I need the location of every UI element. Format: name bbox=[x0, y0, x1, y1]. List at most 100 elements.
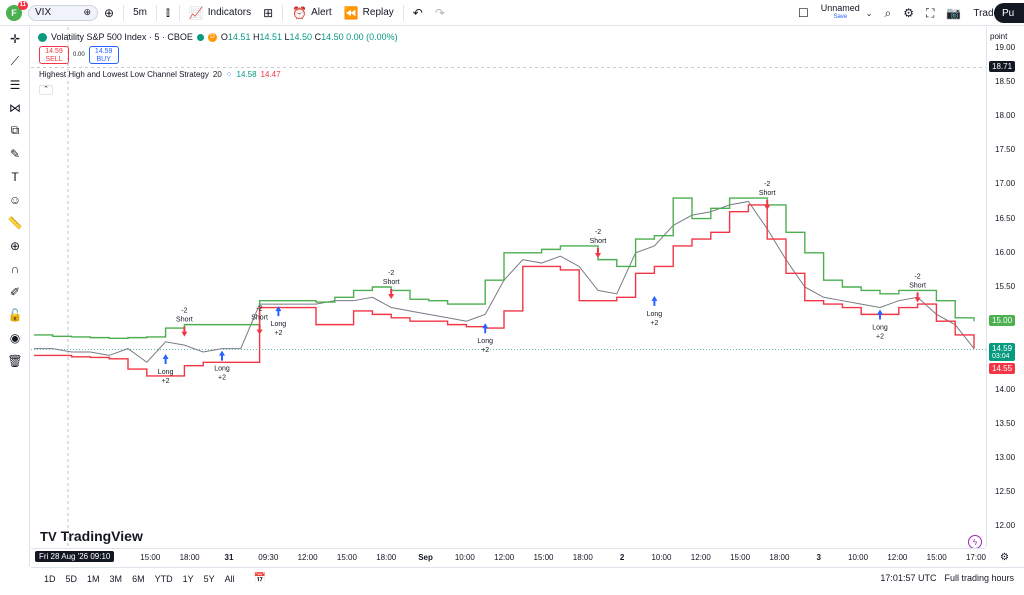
layout-name[interactable]: Unnamed Save ⌄ bbox=[815, 0, 879, 26]
compare-icon[interactable]: ⊕ bbox=[83, 7, 91, 17]
time-tick-label: 18:00 bbox=[376, 553, 397, 562]
remove-tool[interactable]: 🗑 bbox=[0, 349, 30, 372]
short-signal-label: Short bbox=[590, 238, 607, 245]
status-dot-icon bbox=[196, 33, 204, 41]
visibility-tool[interactable]: ◉ bbox=[0, 326, 30, 349]
buy-button[interactable]: 14.59 BUY bbox=[88, 46, 119, 64]
replay-button[interactable]: ⏪ Replay bbox=[338, 0, 400, 26]
long-signal-qty: +2 bbox=[162, 378, 170, 385]
range-button-ytd[interactable]: YTD bbox=[154, 573, 173, 584]
long-arrow-icon bbox=[219, 350, 225, 361]
layout-select-button[interactable]: ☐ bbox=[792, 0, 815, 26]
lock-tool[interactable]: 🔓 bbox=[0, 303, 30, 326]
chart-legend: Volatility S&P 500 Index · 5 · CBOE D O1… bbox=[38, 30, 398, 44]
time-tick-label: 15:00 bbox=[533, 553, 554, 562]
time-tick-label: 18:00 bbox=[179, 553, 200, 562]
clock[interactable]: 17:01:57 UTC bbox=[880, 573, 937, 583]
magnet-tool[interactable]: ∩ bbox=[0, 257, 30, 280]
time-axis[interactable]: 015:0018:003109:3012:0015:0018:00Sep10:0… bbox=[31, 548, 986, 566]
range-button-1m[interactable]: 1M bbox=[87, 573, 100, 584]
time-tick-label: 31 bbox=[224, 553, 234, 562]
crosshair-tool[interactable]: ✛ bbox=[0, 27, 30, 50]
long-arrow-icon bbox=[877, 309, 883, 320]
drawing-toolbar: ✛ ⟋ ☰ ⋈ ⧉ ✎ T ☺ 📏 ⊕ ∩ ✐ 🔓 ◉ 🗑 bbox=[0, 27, 30, 567]
trendline-tool[interactable]: ⟋ bbox=[0, 50, 30, 73]
range-button-1d[interactable]: 1D bbox=[44, 573, 56, 584]
quick-search-button[interactable]: ⌕ bbox=[879, 0, 898, 26]
settings-button[interactable]: ⚙ bbox=[897, 0, 920, 26]
lightning-icon[interactable]: ϟ bbox=[968, 535, 982, 549]
interval-button[interactable]: 5m bbox=[133, 7, 147, 18]
long-signal-qty: +2 bbox=[274, 330, 282, 337]
long-signal-label: Long bbox=[477, 338, 493, 345]
emoji-tool[interactable]: ☺ bbox=[0, 188, 30, 211]
pattern-tool[interactable]: ⋈ bbox=[0, 96, 30, 119]
indicators-button[interactable]: 📈 Indicators bbox=[183, 0, 257, 26]
templates-button[interactable]: ⊞ bbox=[257, 0, 279, 26]
redo-button[interactable]: ↷ bbox=[429, 0, 451, 26]
text-icon: T bbox=[11, 169, 19, 184]
divider bbox=[123, 4, 125, 21]
ruler-tool[interactable]: 📏 bbox=[0, 211, 30, 234]
symbol-search[interactable]: VIX ⊕ bbox=[28, 4, 98, 21]
price-axis[interactable]: 19.00 18.50 18.00 17.50 17.00 16.50 16.00 15.50… bbox=[986, 27, 1024, 547]
range-button-1y[interactable]: 1Y bbox=[182, 573, 194, 584]
crosshair-date-label: Fri 28 Aug '26 09:10 bbox=[35, 551, 115, 562]
trade-buttons: 14.59 SELL 0.00 14.59 BUY bbox=[39, 46, 119, 64]
time-tick-label: 10:00 bbox=[848, 553, 869, 562]
short-arrow-icon bbox=[181, 326, 188, 337]
eye-icon: ◉ bbox=[9, 330, 21, 345]
fib-tool[interactable]: ☰ bbox=[0, 73, 30, 96]
right-tools: ☐ Unnamed Save ⌄ ⌕ ⚙ ⛶ 📷 Trade bbox=[792, 0, 1005, 26]
short-signal-qty: -2 bbox=[388, 270, 394, 277]
date-range-icon[interactable]: 📅 bbox=[253, 573, 267, 584]
collapse-legend-button[interactable]: ⌃ bbox=[39, 85, 53, 95]
symbol-title[interactable]: Volatility S&P 500 Index · 5 · CBOE bbox=[51, 32, 193, 42]
brush-tool[interactable]: ✎ bbox=[0, 142, 30, 165]
snapshot-button[interactable]: 📷 bbox=[940, 0, 967, 26]
axis-mode-label[interactable]: point bbox=[990, 32, 1008, 41]
add-symbol-button[interactable]: ⊕ bbox=[98, 0, 120, 26]
range-button-3m[interactable]: 3M bbox=[109, 573, 123, 584]
zoom-tool[interactable]: ⊕ bbox=[0, 234, 30, 257]
short-arrow-icon bbox=[764, 200, 771, 211]
lower-channel-price-label: 14.55 bbox=[989, 363, 1016, 375]
undo-button[interactable]: ↶ bbox=[407, 0, 429, 26]
time-tick-label: 15:00 bbox=[336, 553, 357, 562]
price-chart[interactable]: Long+2-2ShortLong+2-2ShortLong+2-2ShortL… bbox=[31, 27, 986, 547]
long-signal-label: Long bbox=[158, 369, 174, 376]
fullscreen-button[interactable]: ⛶ bbox=[920, 0, 940, 26]
alert-button[interactable]: ⏰ Alert bbox=[286, 0, 338, 26]
range-button-5d[interactable]: 5D bbox=[65, 573, 78, 584]
lock-icon: 🔓 bbox=[7, 307, 23, 322]
notification-badge: 11 bbox=[17, 0, 28, 10]
strategy-loading-icon: ⁘ bbox=[225, 70, 233, 79]
buy-label: BUY bbox=[96, 56, 111, 63]
user-avatar[interactable]: F 11 bbox=[6, 0, 28, 21]
short-signal-label: Short bbox=[176, 317, 193, 324]
axis-settings-icon[interactable]: ⚙ bbox=[1000, 552, 1009, 563]
publish-button[interactable]: Pu bbox=[994, 3, 1024, 23]
horizontal-lines-icon: ☰ bbox=[9, 77, 21, 92]
text-tool[interactable]: T bbox=[0, 165, 30, 188]
price-tick-label: 19.00 bbox=[995, 42, 1016, 52]
trade-button[interactable]: Trade bbox=[973, 7, 1000, 19]
short-signal-label: Short bbox=[251, 315, 268, 322]
chart-type-button[interactable]: ⫾ bbox=[160, 0, 176, 26]
last-price-label: 14.59 03:04 bbox=[989, 343, 1016, 362]
range-button-5y[interactable]: 5Y bbox=[203, 573, 215, 584]
strategy-legend[interactable]: Highest High and Lowest Low Channel Stra… bbox=[39, 70, 281, 79]
grid-icon: ⊞ bbox=[263, 5, 274, 20]
avatar-letter: F bbox=[11, 7, 17, 18]
short-signal-qty: -2 bbox=[256, 306, 262, 313]
forecast-tool[interactable]: ⧉ bbox=[0, 119, 30, 142]
time-tick-label: 15:00 bbox=[730, 553, 751, 562]
sell-button[interactable]: 14.59 SELL bbox=[39, 46, 69, 64]
range-button-all[interactable]: All bbox=[224, 573, 235, 584]
stay-drawing-tool[interactable]: ✐ bbox=[0, 280, 30, 303]
short-signal-label: Short bbox=[383, 279, 400, 286]
session-label[interactable]: Full trading hours bbox=[944, 573, 1014, 583]
range-button-6m[interactable]: 6M bbox=[132, 573, 145, 584]
price-series-line bbox=[34, 200, 975, 363]
layout-save-label: Save bbox=[833, 14, 848, 20]
